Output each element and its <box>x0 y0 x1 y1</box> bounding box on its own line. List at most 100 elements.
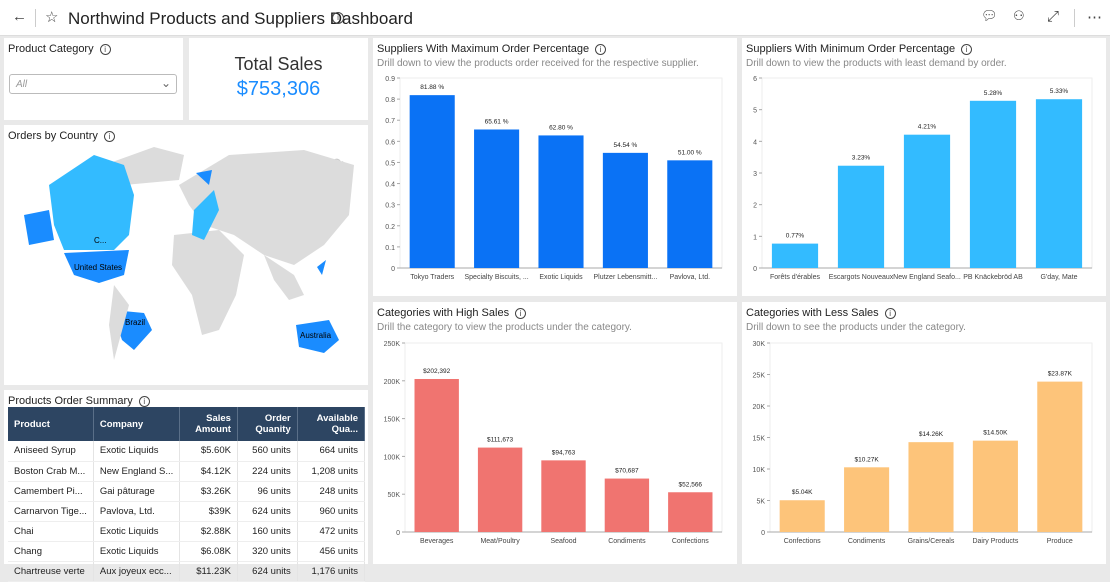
info-icon[interactable]: i <box>515 307 527 319</box>
y-tick-label: 0.7 <box>385 118 395 125</box>
table-row[interactable]: Chai Exotic Liquids $2.88K 160 units 472 uni… <box>8 521 366 542</box>
data-label: 62.80 % <box>549 124 573 131</box>
table-cell: Pavlova, Ltd. <box>93 501 181 522</box>
table-cell: Chai <box>8 521 94 542</box>
total-sales-value: $753,306 <box>236 78 321 100</box>
bar[interactable] <box>602 152 648 268</box>
map-label-united-states: United States <box>74 263 122 272</box>
bar[interactable] <box>667 160 713 268</box>
map-label-canada: C... <box>94 236 106 245</box>
table-row[interactable]: Boston Crab M... New England S... $4.12K 22… <box>8 461 366 482</box>
info-icon[interactable]: i <box>103 130 115 142</box>
table-row[interactable]: Chartreuse verte Aux joyeux ecc... $11.23K… <box>8 561 366 582</box>
table-cell: New England S... <box>93 461 181 482</box>
y-tick-label: 0.5 <box>385 160 395 167</box>
x-tick-label: Specialty Biscuits, ... <box>464 274 528 281</box>
column-header[interactable]: Company <box>93 407 181 441</box>
bar[interactable] <box>771 243 819 268</box>
bar[interactable] <box>1035 99 1083 268</box>
y-tick-label: 100K <box>384 454 401 461</box>
y-tick-label: 4 <box>753 139 757 146</box>
more-icon[interactable]: ⋯ <box>1087 9 1102 26</box>
bar[interactable] <box>474 129 520 268</box>
y-tick-label: 5 <box>753 108 757 115</box>
info-icon[interactable]: i <box>961 43 973 55</box>
expand-icon[interactable]: ⤢ <box>1047 8 1060 25</box>
europe-highlight[interactable] <box>192 190 219 240</box>
chart-svg: 0 1 2 3 4 5 6 0.77% Forêts d'érables 3.23% Escargo… <box>753 76 1093 281</box>
bar[interactable] <box>414 378 459 532</box>
column-header[interactable]: Available Qua... <box>297 407 366 441</box>
y-tick-label: 25K <box>753 373 766 380</box>
table-row[interactable]: Aniseed Syrup Exotic Liquids $5.60K 560 uni… <box>8 441 366 462</box>
data-label: 5.28% <box>984 90 1003 97</box>
table-cell: Boston Crab M... <box>8 461 94 482</box>
x-tick-label: Beverages <box>420 538 454 545</box>
australia[interactable] <box>296 320 339 353</box>
glasses-icon[interactable]: ⚇ <box>1013 8 1025 23</box>
table-cell: $11.23K <box>179 561 238 582</box>
comment-icon[interactable]: 💬︎ <box>981 8 998 23</box>
data-label: $5.04K <box>792 489 813 496</box>
bar[interactable] <box>972 440 1018 532</box>
data-label: 54.54 % <box>613 142 637 149</box>
bar[interactable] <box>477 447 523 532</box>
x-tick-label: Grains/Cereals <box>908 538 955 545</box>
x-tick-label: Confections <box>784 538 821 545</box>
high-sales-categories-chart: Categories with High Sales i Drill the cat… <box>373 302 737 564</box>
world-map[interactable]: United States C... Brazil Australia <box>4 125 368 385</box>
bar[interactable] <box>409 95 455 268</box>
bar[interactable] <box>844 467 890 532</box>
star-icon[interactable]: ☆ <box>45 9 59 26</box>
table-cell: $4.12K <box>179 461 238 482</box>
data-label: $70,687 <box>615 468 639 475</box>
bar[interactable] <box>908 442 954 532</box>
bar[interactable] <box>1037 381 1083 532</box>
table-row[interactable]: Camembert Pi... Gai pâturage $3.26K 96 unit… <box>8 481 366 502</box>
chart-title: Suppliers With Minimum Order Percentage <box>746 43 956 55</box>
canada[interactable] <box>49 155 134 250</box>
chevron-down-icon: ⌄ <box>160 76 171 90</box>
table-cell: 456 units <box>297 541 366 562</box>
y-tick-label: 0.8 <box>385 97 395 104</box>
japan[interactable] <box>317 260 326 275</box>
bar[interactable] <box>538 135 584 268</box>
min-order-suppliers-chart: Suppliers With Minimum Order Percentage i… <box>742 38 1106 296</box>
data-label: 3.23% <box>852 155 871 162</box>
bar[interactable] <box>604 478 650 532</box>
y-tick-label: 0.3 <box>385 203 395 210</box>
x-tick-label: Seafood <box>550 538 576 545</box>
bar[interactable] <box>837 165 885 268</box>
data-label: $94,763 <box>552 449 576 456</box>
map-title: Orders by Country <box>8 130 98 142</box>
total-sales-card: Total Sales $753,306 <box>189 38 368 120</box>
bar[interactable] <box>779 500 825 532</box>
y-tick-label: 200K <box>384 379 401 386</box>
column-header[interactable]: Order Quanity <box>237 407 298 441</box>
x-tick-label: Tokyo Traders <box>410 274 454 281</box>
y-tick-label: 2 <box>753 203 757 210</box>
category-select[interactable]: All ⌄ <box>9 74 177 94</box>
back-arrow-icon[interactable]: ← <box>12 8 27 25</box>
bar[interactable] <box>903 134 951 268</box>
info-icon[interactable]: i <box>595 43 607 55</box>
column-header[interactable]: Sales Amount <box>179 407 238 441</box>
info-icon[interactable]: i <box>138 395 150 407</box>
table-row[interactable]: Carnarvon Tige... Pavlova, Ltd. $39K 624 un… <box>8 501 366 522</box>
map-label-brazil: Brazil <box>125 318 145 327</box>
y-tick-label: 3 <box>753 171 757 178</box>
y-tick-label: 250K <box>384 341 401 348</box>
united-states[interactable] <box>64 250 129 283</box>
divider <box>35 9 36 27</box>
info-icon[interactable]: i <box>99 43 111 55</box>
info-icon[interactable]: i <box>332 12 344 24</box>
iceland[interactable] <box>196 170 212 185</box>
table-row[interactable]: Chang Exotic Liquids $6.08K 320 units 456 un… <box>8 541 366 562</box>
bar[interactable] <box>668 492 713 532</box>
column-header[interactable]: Product <box>8 407 94 441</box>
alaska[interactable] <box>24 210 54 245</box>
bar[interactable] <box>541 460 586 532</box>
info-icon[interactable]: i <box>884 307 896 319</box>
bar[interactable] <box>969 100 1017 268</box>
table-cell: 248 units <box>297 481 366 502</box>
